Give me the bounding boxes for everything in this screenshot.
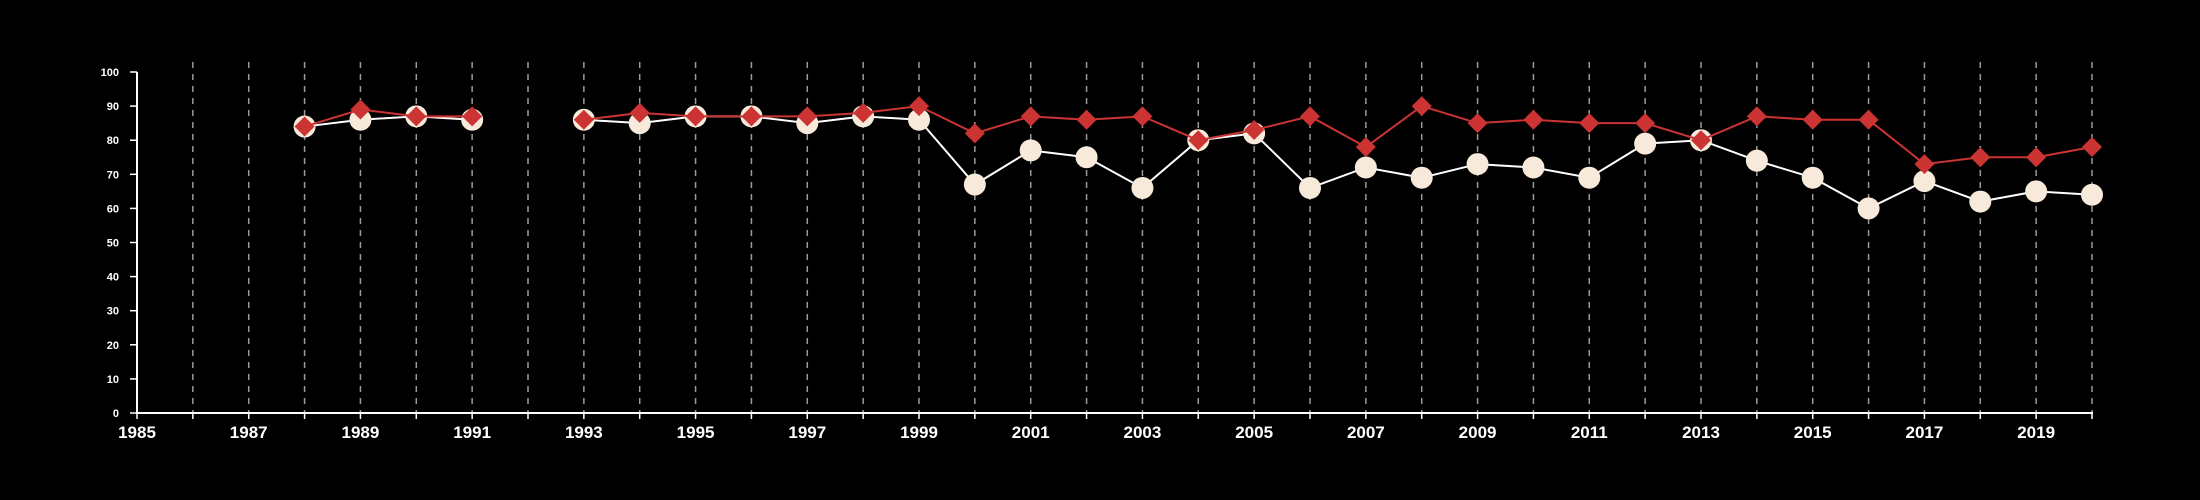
y-tick-label-6: 60 (107, 203, 119, 215)
series-1-point-2012 (1635, 113, 1656, 134)
series-1-point-2014 (1746, 106, 1767, 127)
x-tick-label-13: 2011 (1571, 423, 1608, 442)
series-0-point-2008 (1410, 166, 1433, 189)
series-1-point-2019 (2026, 147, 2047, 168)
series-1-point-1996 (741, 106, 762, 127)
x-tick-label-0: 1985 (118, 423, 156, 442)
series-1-point-1993 (573, 109, 594, 130)
y-tick-label-10: 100 (101, 67, 119, 79)
series-1-point-1988 (294, 116, 315, 137)
y-tick-label-4: 40 (107, 272, 119, 284)
y-tick-label-9: 90 (107, 101, 119, 113)
x-tick-label-6: 1997 (788, 423, 826, 442)
series-1-point-2011 (1579, 113, 1600, 134)
series-1-point-2005 (1244, 119, 1265, 140)
series-1-point-2008 (1411, 96, 1432, 117)
series-0-point-2000 (963, 173, 986, 196)
series-1-point-2002 (1076, 109, 1097, 130)
y-tick-label-2: 20 (107, 340, 119, 352)
series-1-point-1994 (629, 102, 650, 123)
series-1-line-1 (583, 104, 2093, 166)
series-group (293, 96, 2103, 220)
x-tick-label-2: 1989 (342, 423, 380, 442)
grid (192, 62, 2093, 413)
series-0-point-1999 (908, 108, 930, 131)
axes: 0 10 20 30 40 50 60 70 80 90 100 1985 1987 1989 1991 19… (101, 67, 2093, 442)
y-tick-label-7: 70 (107, 169, 119, 181)
series-0-point-1994 (628, 112, 651, 135)
series-0-point-2010 (1522, 156, 1545, 179)
series-0-point-2018 (1969, 190, 1992, 213)
y-tick-label-8: 80 (107, 135, 119, 147)
series-1 (294, 96, 2102, 175)
series-1-point-2004 (1188, 130, 1209, 151)
series-0-line-1 (583, 115, 2093, 210)
series-1-point-2009 (1467, 113, 1488, 134)
series-1-point-1989 (350, 99, 371, 120)
x-tick-label-7: 1999 (900, 423, 938, 442)
series-1-point-2018 (1970, 147, 1991, 168)
y-tick-label-3: 30 (107, 306, 119, 318)
series-0-point-2003 (1131, 176, 1154, 199)
series-0-point-2015 (1801, 166, 1824, 189)
series-1-line-0 (304, 108, 473, 128)
series-1-point-2010 (1523, 109, 1544, 130)
x-tick-label-1: 1987 (230, 423, 268, 442)
series-1-point-1999 (909, 96, 929, 117)
series-0-point-2019 (2025, 180, 2048, 203)
series-0-point-2001 (1019, 139, 1042, 162)
series-0-point-2006 (1299, 176, 1321, 199)
series-1-point-2001 (1020, 106, 1041, 127)
series-1-point-2015 (1802, 109, 1823, 130)
x-tick-label-16: 2017 (1906, 423, 1944, 442)
series-0-point-2011 (1578, 166, 1601, 189)
series-1-point-2000 (964, 123, 985, 144)
series-1-point-2013 (1691, 130, 1711, 151)
x-tick-label-9: 2003 (1124, 423, 1162, 442)
series-0-point-2020 (2081, 183, 2103, 206)
x-tick-label-4: 1993 (565, 423, 603, 442)
series-0-line-0 (304, 115, 473, 128)
series-0-point-2017 (1913, 170, 1936, 193)
series-1-point-2017 (1914, 154, 1935, 175)
y-tick-label-1: 10 (107, 374, 119, 386)
x-tick-label-5: 1995 (677, 423, 715, 442)
series-0-point-2016 (1857, 197, 1880, 220)
y-tick-label-5: 50 (107, 238, 119, 250)
series-1-point-2006 (1300, 106, 1320, 127)
x-tick-label-17: 2019 (2017, 423, 2055, 442)
x-tick-label-8: 2001 (1012, 423, 1050, 442)
series-1-point-1997 (797, 106, 818, 127)
x-tick-label-15: 2015 (1794, 423, 1832, 442)
series-0-point-2012 (1634, 132, 1657, 155)
x-tick-label-3: 1991 (453, 423, 491, 442)
x-tick-label-11: 2007 (1347, 423, 1385, 442)
series-1-point-2020 (2082, 137, 2102, 158)
x-tick-label-14: 2013 (1682, 423, 1720, 442)
series-0-point-1989 (349, 108, 372, 131)
series-1-point-2016 (1858, 109, 1879, 130)
series-1-point-1998 (853, 102, 874, 123)
series-0-point-2009 (1466, 153, 1489, 176)
y-tick-label-0: 0 (113, 408, 119, 420)
series-1-point-2007 (1355, 137, 1376, 158)
series-1-point-1991 (462, 106, 483, 127)
series-0-point-2002 (1075, 146, 1098, 169)
x-tick-label-12: 2009 (1459, 423, 1497, 442)
series-0-point-2007 (1354, 156, 1377, 179)
series-1-point-1990 (406, 106, 427, 127)
x-tick-label-10: 2005 (1235, 423, 1273, 442)
series-1-point-1995 (685, 106, 706, 127)
series-0-point-2014 (1745, 149, 1768, 172)
series-1-point-2003 (1132, 106, 1153, 127)
